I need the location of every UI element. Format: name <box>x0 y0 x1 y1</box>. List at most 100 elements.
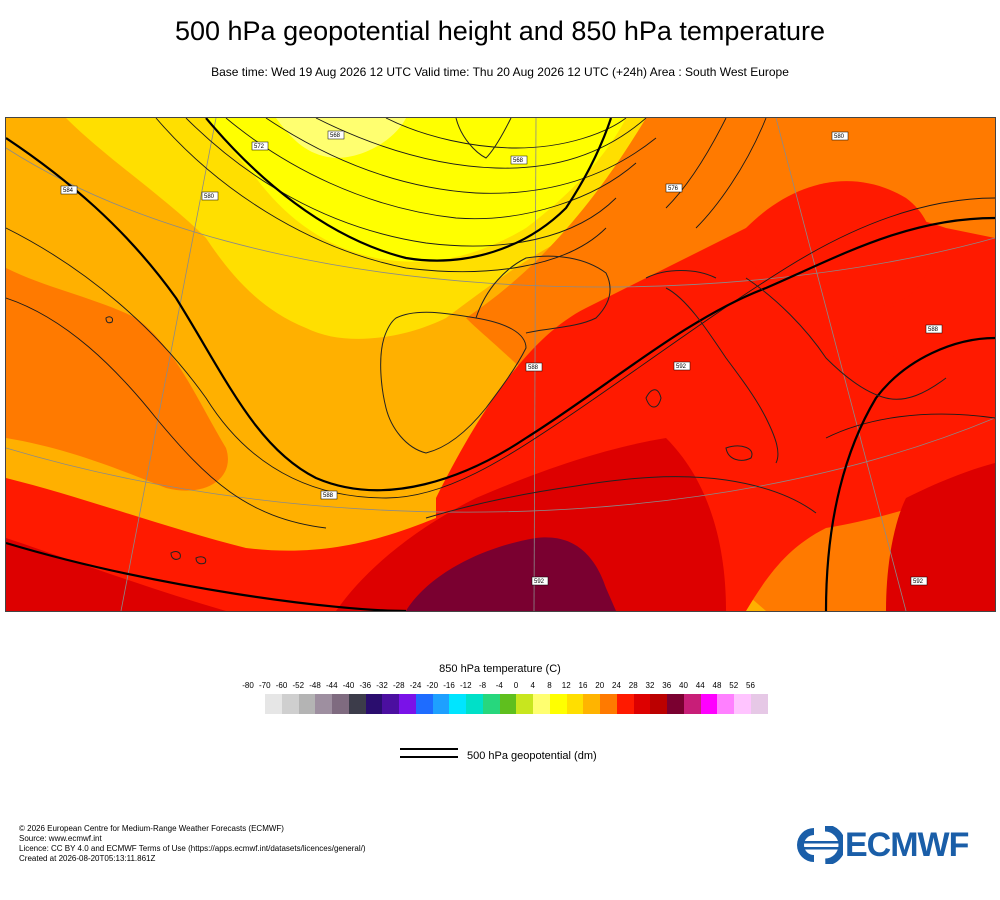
colorbar-tick-label: 44 <box>695 681 705 690</box>
temperature-band-28-corner <box>886 463 995 611</box>
chart-title: 500 hPa geopotential height and 850 hPa … <box>174 16 825 46</box>
colorbar-swatch <box>616 694 634 714</box>
graticule <box>6 118 995 611</box>
contour-label: 588 <box>323 493 334 499</box>
colorbar-swatch <box>600 694 617 714</box>
chart-subtitle: Base time: Wed 19 Aug 2026 12 UTC Valid … <box>211 65 789 79</box>
temperature-band-32 <box>406 537 616 611</box>
colorbar-tick-labels: -80 -70 -60 -52 -48 -44 -40 -36 -32 -28 -24 -20 -16-… <box>241 681 761 693</box>
colorbar <box>265 694 768 714</box>
colorbar-swatch <box>348 694 366 714</box>
colorbar-swatch <box>382 694 399 714</box>
colorbar-tick-label: 48 <box>712 681 722 690</box>
colorbar-tick-label: -70 <box>258 681 271 690</box>
colorbar-swatch <box>315 694 332 714</box>
colorbar-tick-label: 8 <box>547 681 552 690</box>
colorbar-tick-label: 24 <box>612 681 621 690</box>
copyright-line: © 2026 European Centre for Medium-Range … <box>19 824 284 833</box>
colorbar-swatch <box>700 694 718 714</box>
colorbar-tick-label: -4 <box>495 681 503 690</box>
colorbar-title: 850 hPa temperature (C) <box>439 663 561 675</box>
colorbar-swatch <box>717 694 734 714</box>
colorbar-tick-label: -16 <box>443 681 455 690</box>
contour-label: 592 <box>676 364 687 370</box>
geopotential-contours-thin <box>6 118 995 529</box>
contour-label: 572 <box>254 144 265 150</box>
colorbar-tick-label: -24 <box>409 681 422 690</box>
colorbar-tick-label: -12 <box>459 681 472 690</box>
contour-label: 584 <box>63 188 74 194</box>
colorbar-swatch <box>432 694 450 714</box>
colorbar-tick-label: -20 <box>426 681 439 690</box>
temperature-band-8 <box>206 118 626 262</box>
contour-label: 588 <box>528 365 539 371</box>
colorbar-tick-label: 40 <box>679 681 688 690</box>
colorbar-swatch <box>683 694 701 714</box>
footer: © 2026 European Centre for Medium-Range … <box>19 824 366 864</box>
colorbar-tick-label: 56 <box>746 681 755 690</box>
colorbar-swatch <box>365 694 383 714</box>
colorbar-swatch <box>566 694 584 714</box>
colorbar-swatch <box>449 694 466 714</box>
colorbar-tick-label: 36 <box>662 681 672 690</box>
legend-line <box>400 756 458 758</box>
contour-label: 580 <box>204 194 215 200</box>
colorbar-tick-label: -8 <box>478 681 487 690</box>
colorbar-swatch <box>734 694 751 714</box>
colorbar-swatch <box>583 694 600 714</box>
colorbar-swatch <box>399 694 416 714</box>
map-canvas: 584 588 568 576 588 592 588 592 580 568 … <box>6 118 995 611</box>
contour-label: 592 <box>534 579 545 585</box>
temperature-band-24-greece <box>866 297 995 382</box>
colorbar-swatch <box>499 694 517 714</box>
colorbar-tick-label: 52 <box>729 681 739 690</box>
colorbar-tick-label: -44 <box>325 681 338 690</box>
contour-label: 592 <box>913 579 924 585</box>
colorbar-tick-label: -60 <box>275 681 288 690</box>
colorbar-tick-label: -28 <box>392 681 405 690</box>
colorbar-tick-label: -48 <box>309 681 321 690</box>
contour-labels: 584 588 568 576 588 592 588 592 580 568 … <box>60 130 943 586</box>
coastlines <box>105 118 947 565</box>
legend-line <box>400 748 458 750</box>
colorbar-swatch <box>298 694 316 714</box>
created-line: Created at 2026-08-20T05:13:11.861Z <box>19 854 156 863</box>
geopotential-contours-thick <box>6 118 995 611</box>
temperature-band-28 <box>336 438 726 611</box>
colorbar-swatch <box>415 694 433 714</box>
contour-label: 568 <box>330 133 341 139</box>
colorbar-swatch <box>549 694 567 714</box>
contour-label: 580 <box>834 134 845 140</box>
weather-map: 584 588 568 576 588 592 588 592 580 568 … <box>5 117 996 612</box>
colorbar-tick-label: -36 <box>359 681 372 690</box>
colorbar-swatch <box>633 694 651 714</box>
geopotential-legend-lines <box>400 748 458 764</box>
colorbar-tick-label: 32 <box>645 681 655 690</box>
colorbar-swatch <box>750 694 768 714</box>
source-line: Source: www.ecmwf.int <box>19 834 102 843</box>
colorbar-swatch <box>482 694 500 714</box>
colorbar-tick-label: 28 <box>628 681 638 690</box>
contour-label: 588 <box>928 327 939 333</box>
ecmwf-logo-text: ECMWF <box>845 826 969 864</box>
licence-line: Licence: CC BY 4.0 and ECMWF Terms of Us… <box>19 844 366 853</box>
colorbar-swatch <box>533 694 550 714</box>
colorbar-tick-label: 12 <box>561 681 571 690</box>
colorbar-swatch <box>667 694 684 714</box>
colorbar-swatch <box>332 694 349 714</box>
colorbar-swatch <box>516 694 533 714</box>
ecmwf-logo: ECMWF <box>795 826 985 864</box>
colorbar-tick-label: 4 <box>530 681 535 690</box>
colorbar-tick-label: -80 <box>242 681 254 690</box>
contour-label: 576 <box>668 186 679 192</box>
temperature-band-28-west <box>6 538 226 611</box>
colorbar-tick-label: 0 <box>513 681 519 690</box>
colorbar-swatch <box>650 694 667 714</box>
contour-label: 568 <box>513 158 524 164</box>
colorbar-tick-label: -32 <box>376 681 388 690</box>
colorbar-swatch <box>466 694 483 714</box>
colorbar-tick-label: 16 <box>578 681 588 690</box>
colorbar-swatch <box>281 694 299 714</box>
temperature-band-20-west <box>6 268 228 491</box>
colorbar-tick-label: -40 <box>342 681 355 690</box>
